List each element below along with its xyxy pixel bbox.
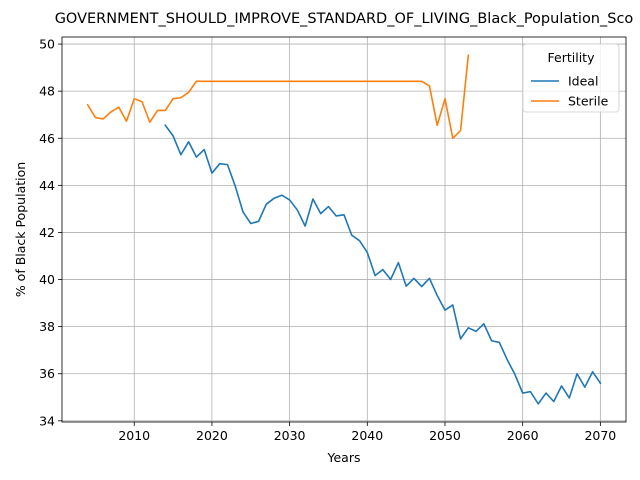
legend-label-sterile: Sterile — [568, 94, 609, 109]
legend-title: Fertility — [548, 50, 596, 65]
x-tick-label: 2030 — [274, 428, 306, 443]
x-axis-label: Years — [327, 450, 361, 465]
x-tick-label: 2070 — [584, 428, 616, 443]
y-tick-label: 48 — [39, 84, 55, 99]
y-tick-label: 46 — [39, 131, 55, 146]
y-tick-label: 36 — [39, 366, 55, 381]
legend-box — [522, 43, 620, 113]
y-tick-label: 42 — [39, 225, 55, 240]
y-tick-label: 38 — [39, 319, 55, 334]
series-line-sterile — [86, 54, 470, 140]
y-tick-label: 34 — [39, 413, 55, 428]
y-tick-label: 50 — [39, 37, 55, 52]
grid — [62, 37, 626, 422]
x-tick-label: 2040 — [351, 428, 383, 443]
legend-entries: Ideal Sterile — [531, 74, 609, 109]
x-tick-label: 2050 — [429, 428, 461, 443]
series-line-ideal — [164, 124, 602, 405]
x-tick-label: 2060 — [507, 428, 539, 443]
legend: Fertility Ideal Sterile — [522, 43, 620, 113]
series-lines — [86, 54, 602, 405]
y-tick-label: 40 — [39, 272, 55, 287]
x-tick-label: 2010 — [118, 428, 150, 443]
x-tick-label: 2020 — [196, 428, 228, 443]
y-axis-label: % of Black Population — [13, 162, 28, 297]
y-tick-label: 44 — [39, 178, 55, 193]
legend-label-ideal: Ideal — [568, 74, 598, 89]
axis-ticks: 2010 2020 2030 2040 2050 2060 2070 34 36 38 40 42 44… — [39, 37, 616, 443]
chart-title: GOVERNMENT_SHOULD_IMPROVE_STANDARD_OF_LI… — [55, 11, 634, 27]
plot-frame — [61, 36, 627, 423]
